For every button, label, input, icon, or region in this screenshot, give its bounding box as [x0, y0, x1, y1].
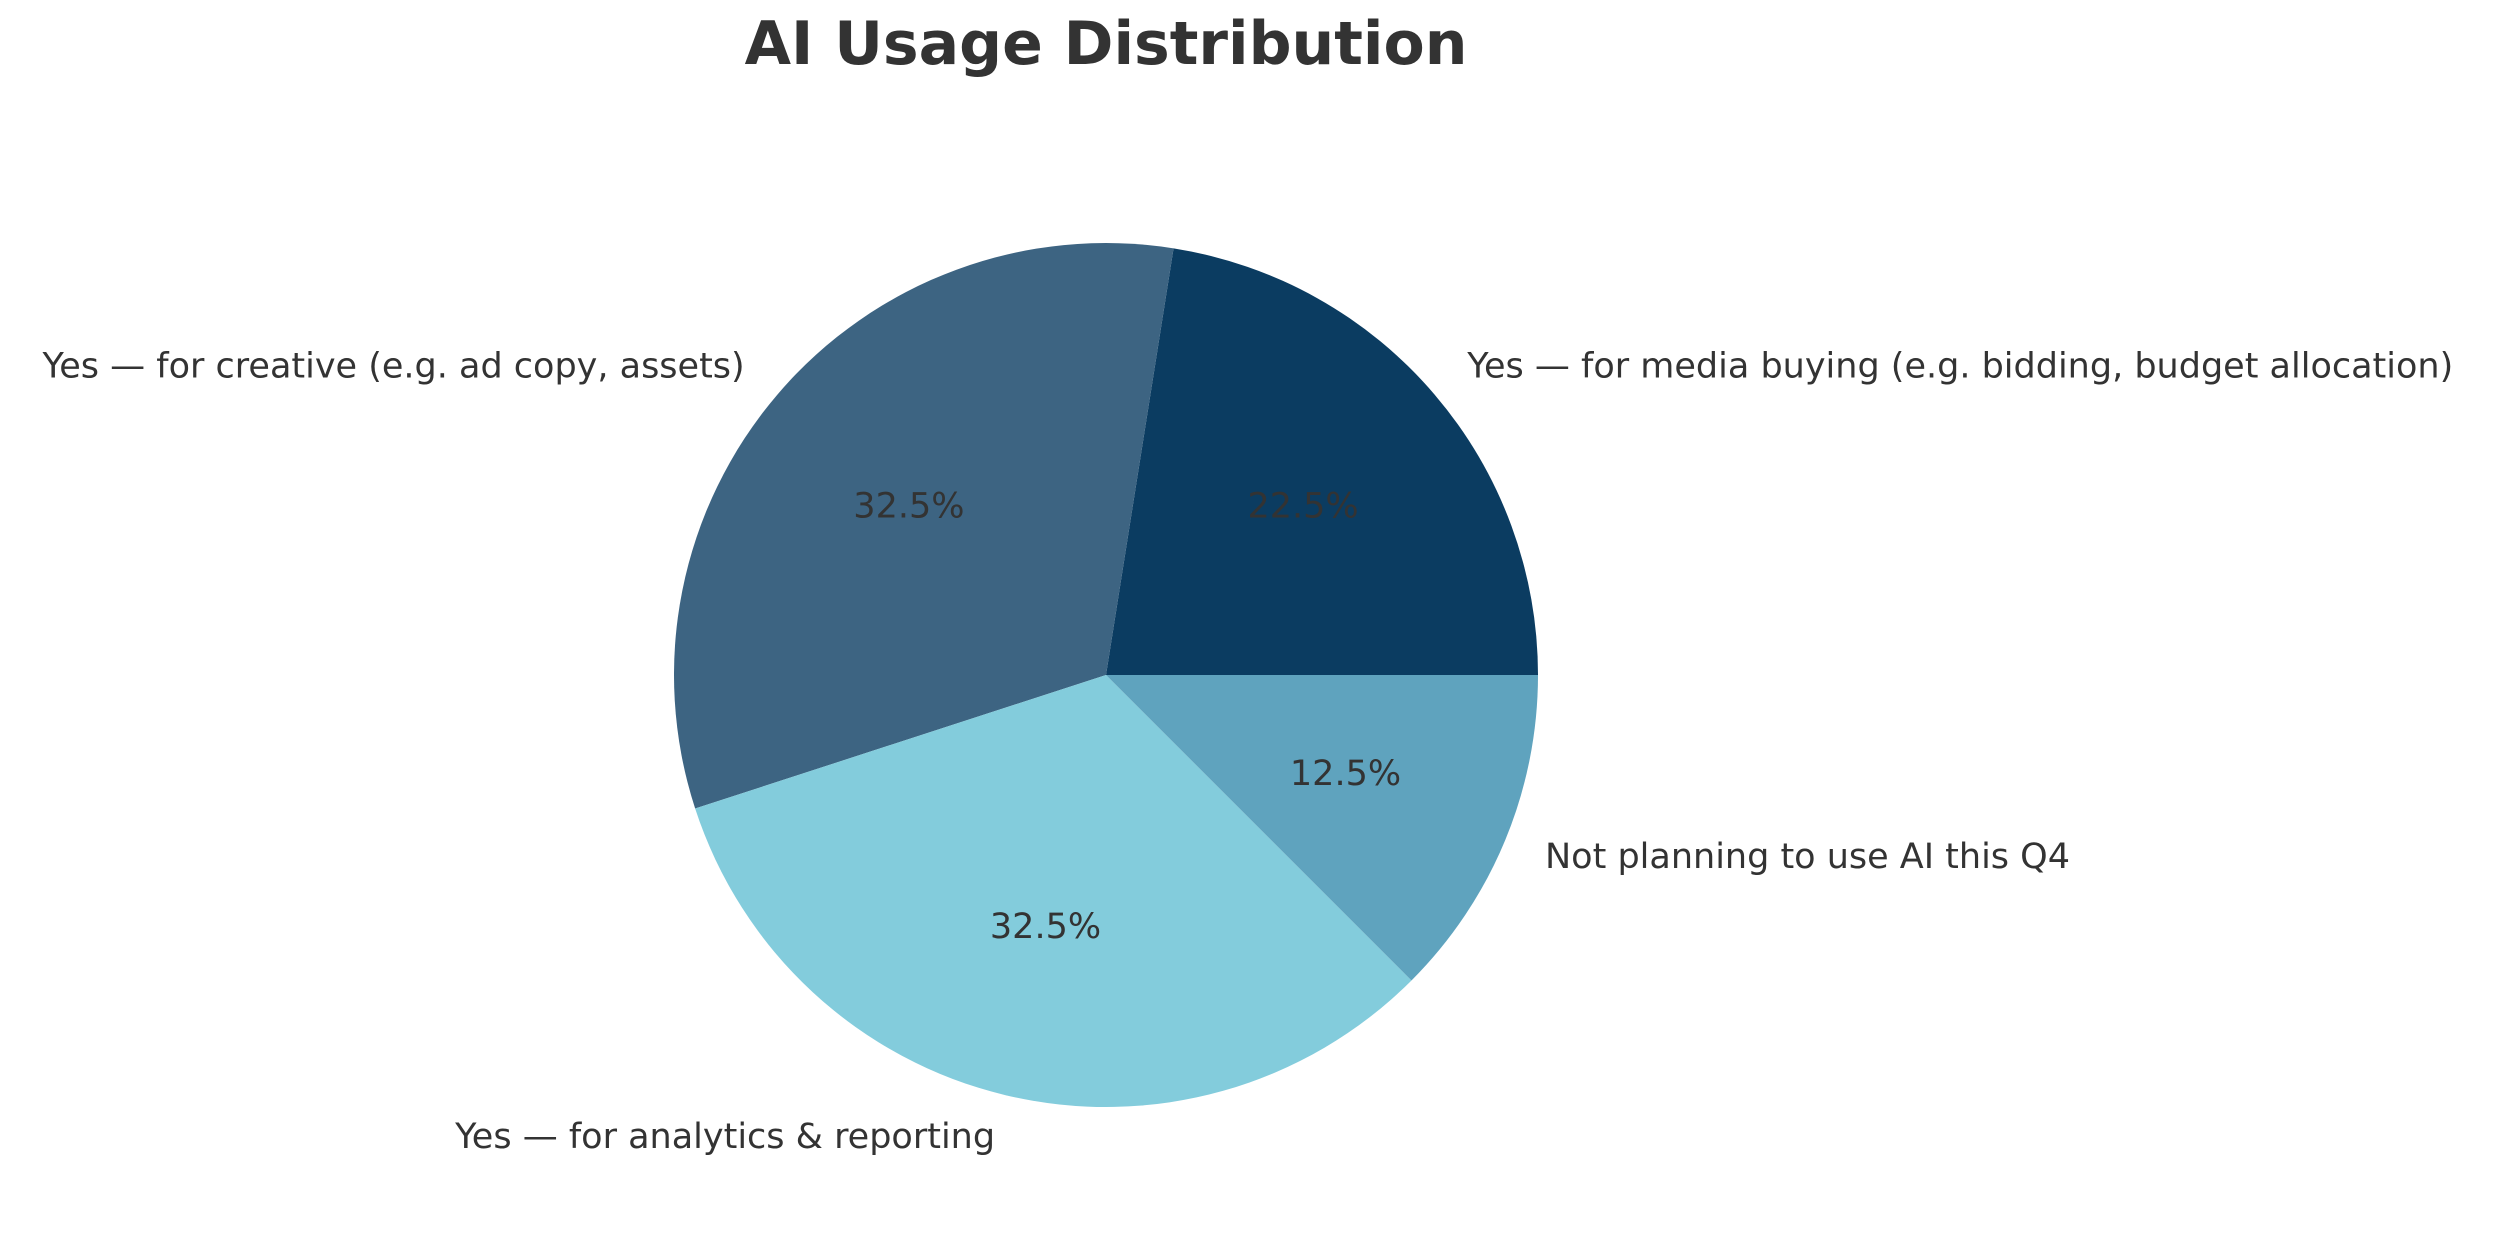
slice-percent-1: 22.5% [1248, 487, 1359, 527]
slice-percent-3: 32.5% [990, 907, 1101, 947]
pie-slice-2 [673, 243, 1174, 809]
pie-labels: Yes — for media buying (e.g. bidding, bu… [42, 346, 2454, 1157]
pie-slice-3 [695, 675, 1412, 1108]
slice-label-1: Yes — for media buying (e.g. bidding, bu… [1466, 346, 2453, 386]
slice-label-3: Yes — for analytics & reporting [454, 1117, 995, 1157]
slice-percent-2: 32.5% [853, 487, 964, 527]
slice-label-4: Not planning to use AI this Q4 [1545, 837, 2070, 877]
slice-percent-4: 12.5% [1290, 754, 1401, 794]
pie-slice-4 [1106, 675, 1538, 981]
pie-slice-1 [1106, 248, 1538, 675]
chart-title: AI Usage Distribution [745, 9, 1468, 79]
slice-label-2: Yes — for creative (e.g. ad copy, assets… [42, 346, 745, 386]
pie-slices [673, 243, 1538, 1108]
